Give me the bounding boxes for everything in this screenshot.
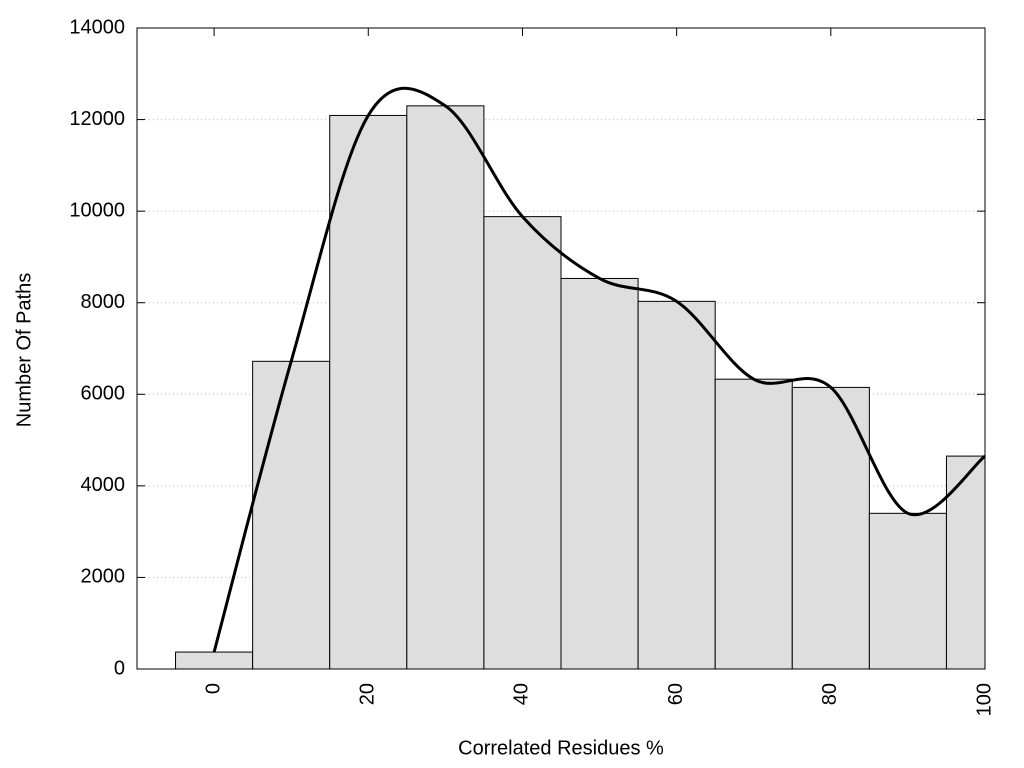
y-tick-label: 10000 <box>69 199 125 221</box>
y-tick-label: 4000 <box>81 474 126 496</box>
y-axis-title: Number Of Paths <box>13 273 35 428</box>
y-tick-label: 6000 <box>81 383 126 405</box>
plot-frame <box>136 27 986 670</box>
plot-area <box>175 86 985 669</box>
bar <box>406 105 485 669</box>
bar <box>483 216 562 669</box>
bar <box>560 277 639 669</box>
bar <box>791 386 870 669</box>
bar <box>637 300 716 669</box>
y-tick-label: 0 <box>114 657 125 679</box>
x-tick-label: 60 <box>665 683 687 705</box>
bar <box>868 512 947 669</box>
bar <box>714 378 793 669</box>
y-tick-label: 2000 <box>81 566 126 588</box>
x-tick-label: 100 <box>973 683 995 716</box>
x-tick-label: 80 <box>819 683 841 705</box>
bar <box>175 651 254 669</box>
y-tick-label: 14000 <box>69 16 125 38</box>
bar <box>252 360 331 669</box>
x-tick-label: 20 <box>357 683 379 705</box>
y-tick-label: 12000 <box>69 108 125 130</box>
x-axis-title: Correlated Residues % <box>458 737 664 759</box>
y-tick-label: 8000 <box>81 291 126 313</box>
x-tick-label: 40 <box>511 683 533 705</box>
x-tick-label: 0 <box>202 683 224 694</box>
bar <box>329 114 408 669</box>
smooth-line <box>212 86 985 653</box>
